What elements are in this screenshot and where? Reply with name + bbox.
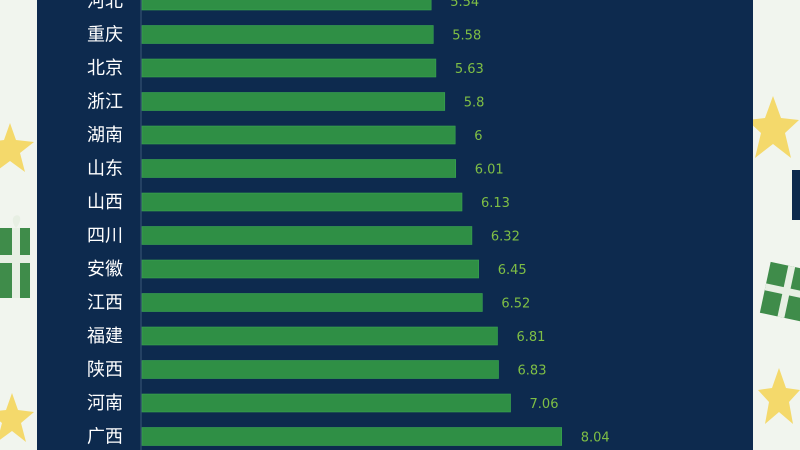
category-label: 四川 [87,226,123,247]
dark-corner-strip [792,170,800,220]
bar [141,192,463,212]
value-label: 6.32 [491,230,520,245]
value-label: 5.54 [450,0,479,10]
value-label: 6 [474,129,482,144]
star-icon [0,123,34,172]
category-label: 浙江 [87,92,123,113]
bar [141,92,446,111]
star-icon [753,96,799,158]
bar [141,427,562,446]
value-label: 6.13 [481,196,510,211]
category-label: 重庆 [87,25,123,46]
category-label: 河北 [87,0,123,12]
chart-panel: 河北 5.54 重庆 5.58 北京 5.63 浙江 5.8 湖南 6 山东 6.01 山西 6.13 四川… [37,0,753,450]
value-label: 6.81 [516,330,545,345]
category-label: 江西 [87,293,123,314]
value-label: 8.04 [581,431,610,446]
value-label: 6.52 [501,297,530,312]
bar [141,226,473,245]
category-label: 北京 [87,58,123,79]
value-label: 6.01 [475,163,504,178]
bar [141,393,511,413]
value-label: 6.45 [498,263,527,278]
bar [141,360,499,379]
category-label: 福建 [87,326,123,347]
bar [141,259,479,279]
category-label: 山东 [87,159,123,180]
gift-box-icon [759,261,800,322]
category-label: 安徽 [87,259,123,280]
star-icon [0,393,34,442]
category-label: 河南 [87,393,123,414]
category-label: 陕西 [87,360,123,381]
category-label: 山西 [87,192,123,213]
bar [141,326,498,346]
bar [141,159,457,178]
value-label: 5.63 [455,62,484,77]
bar [141,293,483,312]
category-label: 广西 [87,427,123,448]
bar-chart: 河北 5.54 重庆 5.58 北京 5.63 浙江 5.8 湖南 6 山东 6.01 山西 6.13 四川… [87,0,610,450]
value-label: 5.8 [464,96,485,111]
bar [141,58,437,78]
bar [141,125,456,145]
value-label: 7.06 [530,397,559,412]
value-label: 6.83 [518,364,547,379]
gift-box-icon [0,215,30,298]
star-icon [758,368,800,424]
bar [141,25,434,44]
bar [141,0,432,11]
category-label: 湖南 [87,125,123,146]
value-label: 5.58 [452,29,481,44]
